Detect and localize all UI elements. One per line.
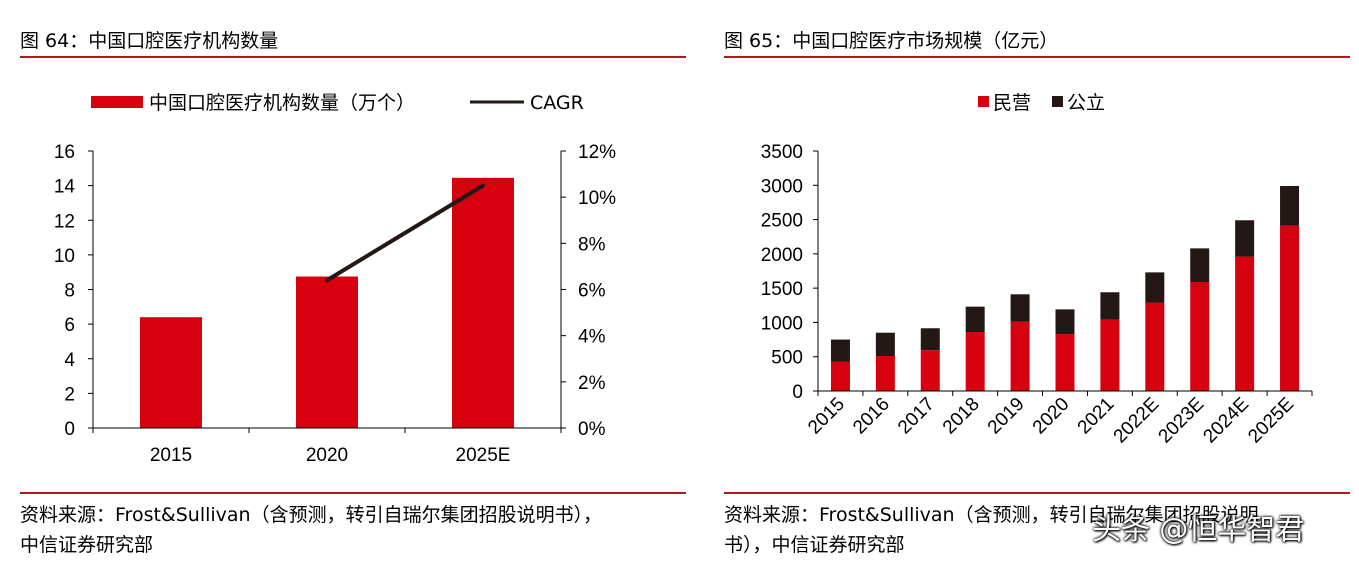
y-left-tick-label: 6 — [64, 315, 75, 336]
x-tick-label-2017: 2017 — [894, 394, 939, 439]
bar-2025E — [452, 177, 514, 428]
x-tick-label-2020: 2020 — [1029, 394, 1074, 439]
figure-65-title: 图 65：中国口腔医疗市场规模（亿元） — [724, 30, 1059, 52]
bar-private-2020 — [1055, 334, 1075, 391]
figure-64-source-line-2: 中信证券研究部 — [20, 534, 154, 556]
x-tick-label-2020: 2020 — [306, 445, 348, 466]
bar-private-2016 — [875, 356, 895, 391]
x-tick-label-2025E: 2025E — [1244, 394, 1298, 448]
x-tick-label-2018: 2018 — [939, 394, 984, 439]
x-tick-label-2024E: 2024E — [1199, 394, 1253, 448]
bar-private-2022E — [1145, 302, 1165, 391]
y-right-tick-label: 8% — [578, 234, 606, 255]
legend-swatch-private — [978, 96, 989, 107]
y-right-tick-label: 0% — [578, 419, 606, 440]
bar-public-2020 — [1055, 309, 1075, 335]
y-tick-label: 3500 — [761, 142, 803, 163]
bar-private-2015 — [830, 361, 850, 391]
y-tick-label: 3000 — [761, 176, 803, 197]
x-tick-label-2015: 2015 — [150, 445, 192, 466]
y-left-tick-label: 12 — [54, 211, 75, 232]
bar-public-2023E — [1190, 248, 1210, 282]
y-left-tick-label: 14 — [54, 177, 76, 198]
y-left-tick-label: 8 — [64, 281, 75, 302]
bar-public-2018 — [965, 306, 985, 333]
bar-2020 — [296, 276, 358, 428]
figure-65-source-line-1: 资料来源：Frost&Sullivan（含预测，转引自瑞尔集团招股说明 — [724, 504, 1259, 526]
bar-public-2019 — [1010, 294, 1030, 322]
bar-public-2025E — [1280, 185, 1300, 226]
x-tick-label-2016: 2016 — [849, 394, 894, 439]
watermark: 头条 @恒华智君 — [1092, 512, 1305, 546]
figure-64-source-rule — [20, 492, 686, 494]
y-tick-label: 2500 — [761, 211, 803, 232]
legend-swatch-institutions — [91, 96, 143, 108]
bar-public-2015 — [830, 339, 850, 362]
y-tick-label: 1000 — [761, 313, 803, 334]
y-tick-label: 500 — [771, 348, 803, 369]
bar-private-2024E — [1235, 256, 1255, 391]
x-tick-label-2023E: 2023E — [1155, 394, 1209, 448]
figure-64-title: 图 64：中国口腔医疗机构数量 — [20, 30, 279, 52]
cagr-line — [325, 183, 485, 283]
legend-label-cagr: CAGR — [530, 92, 584, 114]
figure-65-source-line-2: 书），中信证券研究部 — [724, 534, 905, 556]
bar-private-2023E — [1190, 281, 1210, 391]
market-size-chart: 民营 公立 0 500 1000 1500 2000 2500 3000 3500 2015 2016… — [761, 92, 1313, 448]
bar-private-2017 — [920, 350, 940, 391]
y-right-tick-label: 2% — [578, 373, 606, 394]
figure-65-title-rule — [724, 56, 1350, 58]
x-tick-label-2015: 2015 — [804, 394, 849, 439]
bar-private-2018 — [965, 332, 985, 391]
x-tick-label-2025E: 2025E — [456, 445, 511, 466]
legend-label-private: 民营 — [993, 92, 1031, 114]
x-tick-label-2019: 2019 — [984, 394, 1029, 439]
bar-private-2019 — [1010, 321, 1030, 391]
y-left-tick-label: 4 — [64, 350, 75, 371]
legend-label-public: 公立 — [1067, 92, 1105, 114]
bar-private-2021 — [1100, 319, 1120, 391]
figure-65-panel: 图 65：中国口腔医疗市场规模（亿元） 民营 公立 0 500 1000 1500 2000… — [700, 0, 1359, 566]
bar-public-2022E — [1145, 272, 1165, 303]
bar-public-2021 — [1100, 292, 1120, 320]
y-right-tick-label: 4% — [578, 327, 606, 348]
legend-label-institutions: 中国口腔医疗机构数量（万个） — [149, 92, 415, 114]
figure-65-source-rule — [724, 492, 1350, 494]
bar-public-2017 — [920, 328, 940, 351]
y-tick-label: 1500 — [761, 279, 803, 300]
institutions-count-chart: 中国口腔医疗机构数量（万个） CAGR 0 2 4 6 8 10 12 14 16 0% 2% 4% 6% 8… — [54, 92, 616, 466]
y-left-tick-label: 0 — [64, 419, 75, 440]
bar-public-2016 — [875, 332, 895, 357]
y-right-tick-label: 12% — [578, 142, 616, 163]
bar-public-2024E — [1235, 220, 1255, 257]
figure-64-panel: 图 64：中国口腔医疗机构数量 中国口腔医疗机构数量（万个） CAGR 0 2 4 6 8 1… — [20, 30, 686, 556]
legend-swatch-public — [1052, 96, 1063, 107]
figure-64-source-line-1: 资料来源：Frost&Sullivan（含预测，转引自瑞尔集团招股说明书）， — [20, 504, 603, 526]
y-left-tick-label: 16 — [54, 142, 75, 163]
y-left-tick-label: 2 — [64, 384, 75, 405]
x-tick-label-2022E: 2022E — [1110, 394, 1164, 448]
y-right-tick-label: 6% — [578, 281, 606, 302]
y-tick-label: 0 — [792, 382, 803, 403]
y-left-tick-label: 10 — [54, 246, 75, 267]
bar-2015 — [140, 317, 202, 428]
y-right-tick-label: 10% — [578, 188, 616, 209]
bar-private-2025E — [1280, 225, 1300, 391]
figure-64-title-rule — [20, 56, 686, 58]
y-tick-label: 2000 — [761, 245, 803, 266]
